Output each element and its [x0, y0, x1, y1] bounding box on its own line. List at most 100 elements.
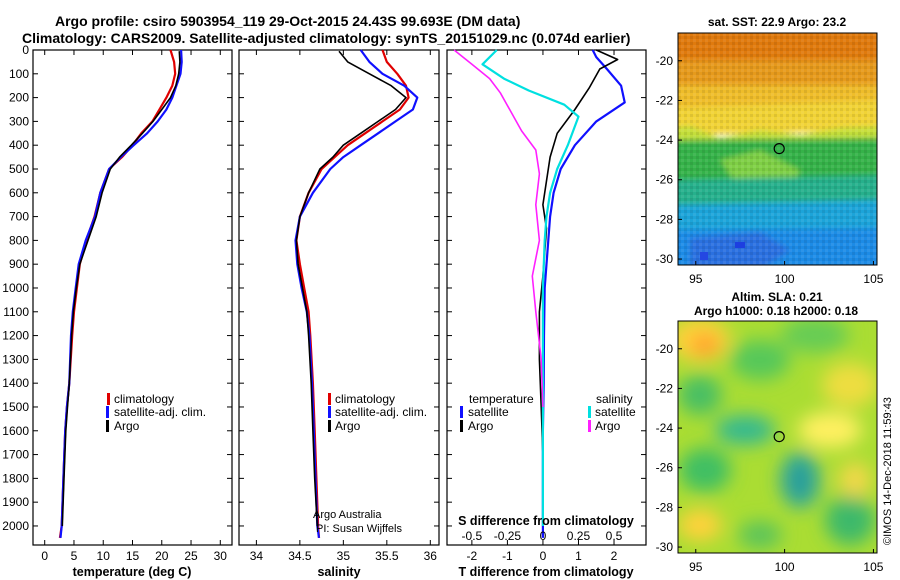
- legend-label-satellite: satellite-adj. clim.: [335, 405, 427, 419]
- map-x-tick-label: 95: [689, 272, 703, 286]
- legend-label-sal-satellite: satellite: [595, 405, 636, 419]
- legend-swatch-climatology: [328, 393, 331, 405]
- depth-tick-label: 800: [9, 233, 29, 247]
- map-x-tick-label: 100: [775, 272, 795, 286]
- x-tick-label: 25: [184, 549, 198, 563]
- x-tick-label: -2: [467, 549, 478, 563]
- depth-tick-label: 1300: [2, 352, 29, 366]
- legend-header-salinity: salinity: [596, 392, 633, 406]
- map-x-tick-label: 105: [863, 560, 883, 574]
- sst-map-frame: [677, 32, 878, 266]
- x-tick-label: 2: [611, 549, 618, 563]
- depth-tick-label: 1900: [2, 495, 29, 509]
- x-tick-label: 34: [250, 549, 264, 563]
- depth-tick-label: 1600: [2, 424, 29, 438]
- legend-label-temp-satellite: satellite: [468, 405, 509, 419]
- depth-tick-label: 1700: [2, 448, 29, 462]
- map-y-tick-label: -20: [656, 54, 674, 68]
- depth-tick-label: 500: [9, 162, 29, 176]
- secondary-x-tick-label: 0.5: [606, 529, 623, 543]
- depth-tick-label: 600: [9, 186, 29, 200]
- temperature-legend: climatology satellite-adj. clim. Argo: [106, 392, 206, 433]
- x-tick-label: 20: [155, 549, 169, 563]
- sst-map-image: [678, 33, 877, 265]
- legend-swatch-temp-satellite: [460, 406, 463, 418]
- annotation-argo-australia: Argo Australia: [313, 509, 382, 521]
- series-line-temperature-satellite: [541, 49, 626, 538]
- depth-tick-label: 0: [22, 43, 29, 57]
- depth-tick-label: 900: [9, 257, 29, 271]
- map-y-tick-label: -20: [656, 342, 674, 356]
- map-y-tick-label: -30: [656, 540, 674, 554]
- t-difference-axis-label: T difference from climatology: [458, 565, 633, 579]
- x-tick-label: 0: [540, 549, 547, 563]
- x-tick-label: 0: [41, 549, 48, 563]
- depth-tick-label: 1200: [2, 329, 29, 343]
- salinity-series: [294, 49, 419, 539]
- map-y-tick-label: -22: [656, 381, 674, 395]
- x-tick-label: 35.5: [375, 549, 399, 563]
- sst-map-argo-marker: [773, 143, 785, 155]
- series-line-temperature-argo: [538, 49, 619, 503]
- header-line-1: Argo profile: csiro 5903954_119 29-Oct-2…: [55, 13, 520, 29]
- map-y-tick-label: -28: [656, 500, 674, 514]
- legend-swatch-argo: [328, 420, 331, 432]
- sla-map-frame: [677, 320, 878, 554]
- legend-label-satellite: satellite-adj. clim.: [114, 405, 206, 419]
- sst-map-axes: 95 100 105 -20 -22 -24 -26 -28 -30: [656, 54, 884, 286]
- salinity-plot-frame: [238, 49, 440, 546]
- depth-tick-label: 2000: [2, 519, 29, 533]
- x-tick-label: 15: [126, 549, 140, 563]
- legend-label-argo: Argo: [335, 419, 361, 433]
- annotation-pi-name: PI: Susan Wijffels: [316, 523, 402, 535]
- x-tick-label: 34.5: [288, 549, 312, 563]
- series-line-argo: [295, 50, 407, 527]
- difference-plot-frame: [446, 49, 647, 546]
- x-tick-label: -1: [502, 549, 513, 563]
- series-line-argo: [61, 51, 181, 527]
- x-tick-label: 10: [97, 549, 111, 563]
- legend-swatch-sal-argo: [588, 420, 591, 432]
- imos-credit: ©IMOS 14-Dec-2018 11:59:43: [882, 397, 894, 545]
- x-tick-label: 5: [71, 549, 78, 563]
- depth-tick-label: 1000: [2, 281, 29, 295]
- x-tick-label: 36: [424, 549, 438, 563]
- map-y-tick-label: -26: [656, 173, 674, 187]
- sst-map-title: sat. SST: 22.9 Argo: 23.2: [708, 15, 847, 29]
- temperature-series: [58, 49, 183, 539]
- salinity-axis-label: salinity: [317, 565, 360, 579]
- sla-map-axes: 95 100 105 -20 -22 -24 -26 -28 -30: [656, 342, 884, 574]
- legend-label-sal-argo: Argo: [595, 419, 621, 433]
- secondary-x-tick-label: -0.25: [494, 529, 522, 543]
- map-y-tick-label: -28: [656, 212, 674, 226]
- secondary-x-tick-label: -0.5: [462, 529, 483, 543]
- difference-series: [453, 49, 626, 538]
- legend-label-temp-argo: Argo: [468, 419, 494, 433]
- secondary-x-tick-label: 0: [540, 529, 547, 543]
- sla-map-image: [678, 321, 877, 553]
- legend-label-climatology: climatology: [114, 392, 174, 406]
- series-line-climatology: [58, 49, 177, 539]
- legend-swatch-satellite: [106, 406, 109, 418]
- map-x-tick-label: 95: [689, 560, 703, 574]
- depth-tick-label: 200: [9, 91, 29, 105]
- series-line-satellite-adj-clim-: [59, 49, 183, 539]
- legend-header-temperature: temperature: [469, 392, 534, 406]
- depth-tick-label: 400: [9, 138, 29, 152]
- depth-tick-label: 1100: [3, 305, 29, 319]
- sla-map-argo-marker: [773, 431, 785, 443]
- legend-swatch-satellite: [328, 406, 331, 418]
- x-axes: 0 5 10 15 20 25 30 34 34.5 35 35.5 36 -2 -1 0 1 2 -0.5 -0.…: [41, 50, 623, 563]
- s-difference-axis-label: S difference from climatology: [458, 514, 634, 528]
- map-y-tick-label: -22: [656, 93, 674, 107]
- map-y-tick-label: -24: [656, 421, 674, 435]
- series-line-salinity-satellite: [481, 49, 580, 526]
- sla-map-title: Altim. SLA: 0.21: [731, 290, 823, 304]
- depth-tick-label: 700: [9, 210, 29, 224]
- salinity-legend: climatology satellite-adj. clim. Argo Ar…: [313, 392, 427, 535]
- depth-tick-label: 1500: [2, 400, 29, 414]
- temperature-axis-label: temperature (deg C): [73, 565, 192, 579]
- legend-label-argo: Argo: [114, 419, 140, 433]
- series-line-salinity-argo: [453, 49, 544, 408]
